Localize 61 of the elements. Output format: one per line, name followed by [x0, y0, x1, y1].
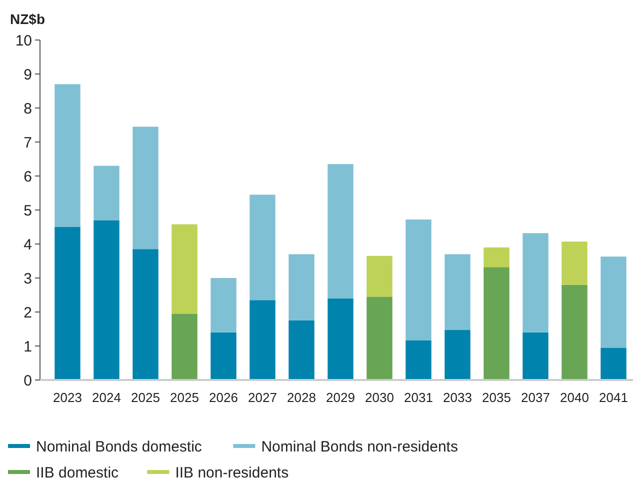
- x-tick-label: 2028: [287, 390, 316, 405]
- bar: [444, 254, 470, 330]
- bar: [366, 256, 392, 297]
- bar: [250, 300, 276, 380]
- bar: [406, 220, 432, 340]
- bar: [210, 332, 236, 380]
- x-tick-label: 2035: [482, 390, 511, 405]
- x-tick-label: 2025: [131, 390, 160, 405]
- x-tick-label: 2025: [170, 390, 199, 405]
- y-tick-label: 1: [24, 338, 32, 356]
- bar: [328, 164, 354, 298]
- bar: [288, 254, 314, 320]
- bar: [406, 340, 432, 380]
- bar: [522, 332, 548, 380]
- bar: [366, 296, 392, 380]
- y-tick-label: 6: [24, 168, 32, 186]
- bar: [94, 220, 120, 380]
- bar: [210, 278, 236, 332]
- bar: [288, 320, 314, 380]
- bar: [328, 298, 354, 380]
- y-tick-label: 3: [24, 270, 32, 288]
- bar: [600, 256, 626, 348]
- x-tick-label: 2027: [248, 390, 277, 405]
- x-tick-label: 2040: [560, 390, 589, 405]
- y-tick-label: 9: [24, 66, 32, 84]
- legend-label: IIB non-residents: [175, 464, 289, 481]
- bar: [54, 227, 80, 380]
- x-tick-label: 2026: [209, 390, 238, 405]
- x-tick-label: 2037: [521, 390, 550, 405]
- y-tick-label: 8: [24, 100, 32, 118]
- bar: [600, 348, 626, 380]
- bar: [172, 314, 198, 380]
- legend-label: Nominal Bonds non-residents: [261, 438, 458, 456]
- y-axis-title: NZ$b: [10, 11, 45, 27]
- legend-label: IIB domestic: [36, 464, 120, 481]
- y-tick-label: 0: [24, 372, 32, 390]
- bar: [132, 126, 158, 250]
- x-tick-label: 2033: [443, 390, 472, 405]
- y-tick-label: 5: [24, 202, 32, 220]
- bar: [172, 224, 198, 314]
- bar: [250, 194, 276, 300]
- x-tick-label: 2041: [599, 390, 628, 405]
- bar: [562, 284, 588, 380]
- bar: [94, 166, 120, 220]
- y-tick-label: 10: [15, 32, 32, 50]
- x-tick-label: 2023: [53, 390, 82, 405]
- legend-label: Nominal Bonds domestic: [36, 438, 202, 456]
- bar: [484, 247, 510, 268]
- bar: [444, 330, 470, 380]
- x-tick-label: 2030: [365, 390, 394, 405]
- bar: [522, 233, 548, 332]
- x-tick-label: 2029: [326, 390, 355, 405]
- x-tick-label: 2024: [92, 390, 121, 405]
- bar: [132, 249, 158, 380]
- bar: [54, 84, 80, 227]
- y-tick-label: 2: [24, 304, 32, 322]
- y-tick-label: 7: [24, 134, 32, 152]
- x-tick-label: 2031: [404, 390, 433, 405]
- bar: [484, 267, 510, 380]
- bar: [562, 242, 588, 285]
- y-tick-label: 4: [24, 236, 32, 254]
